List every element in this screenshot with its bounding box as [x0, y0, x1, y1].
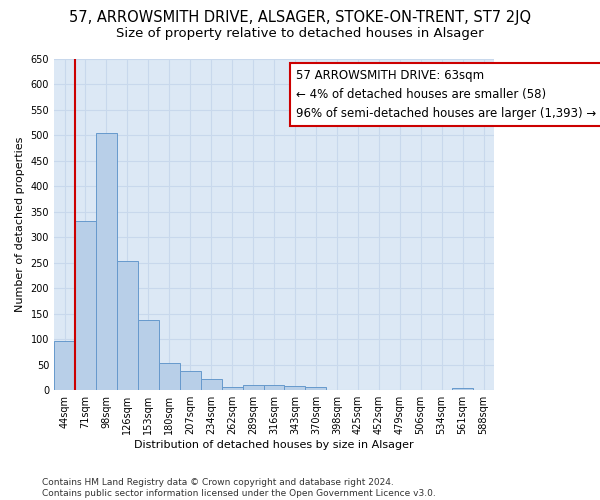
Text: 57, ARROWSMITH DRIVE, ALSAGER, STOKE-ON-TRENT, ST7 2JQ: 57, ARROWSMITH DRIVE, ALSAGER, STOKE-ON-… [69, 10, 531, 25]
Bar [159, 363, 180, 390]
Bar [221, 386, 242, 390]
Bar [242, 384, 263, 390]
Bar [138, 320, 159, 390]
Bar [117, 262, 138, 390]
Bar [75, 220, 96, 390]
Bar [452, 388, 473, 390]
Text: Size of property relative to detached houses in Alsager: Size of property relative to detached ho… [116, 28, 484, 40]
Bar [263, 384, 284, 390]
Text: Contains HM Land Registry data © Crown copyright and database right 2024.
Contai: Contains HM Land Registry data © Crown c… [42, 478, 436, 498]
Y-axis label: Number of detached properties: Number of detached properties [15, 137, 25, 312]
X-axis label: Distribution of detached houses by size in Alsager: Distribution of detached houses by size … [134, 440, 414, 450]
Bar [305, 387, 326, 390]
Bar [180, 372, 200, 390]
Bar [200, 379, 221, 390]
Bar [96, 133, 117, 390]
Text: 57 ARROWSMITH DRIVE: 63sqm
← 4% of detached houses are smaller (58)
96% of semi-: 57 ARROWSMITH DRIVE: 63sqm ← 4% of detac… [296, 69, 596, 120]
Bar [284, 386, 305, 390]
Bar [54, 341, 75, 390]
